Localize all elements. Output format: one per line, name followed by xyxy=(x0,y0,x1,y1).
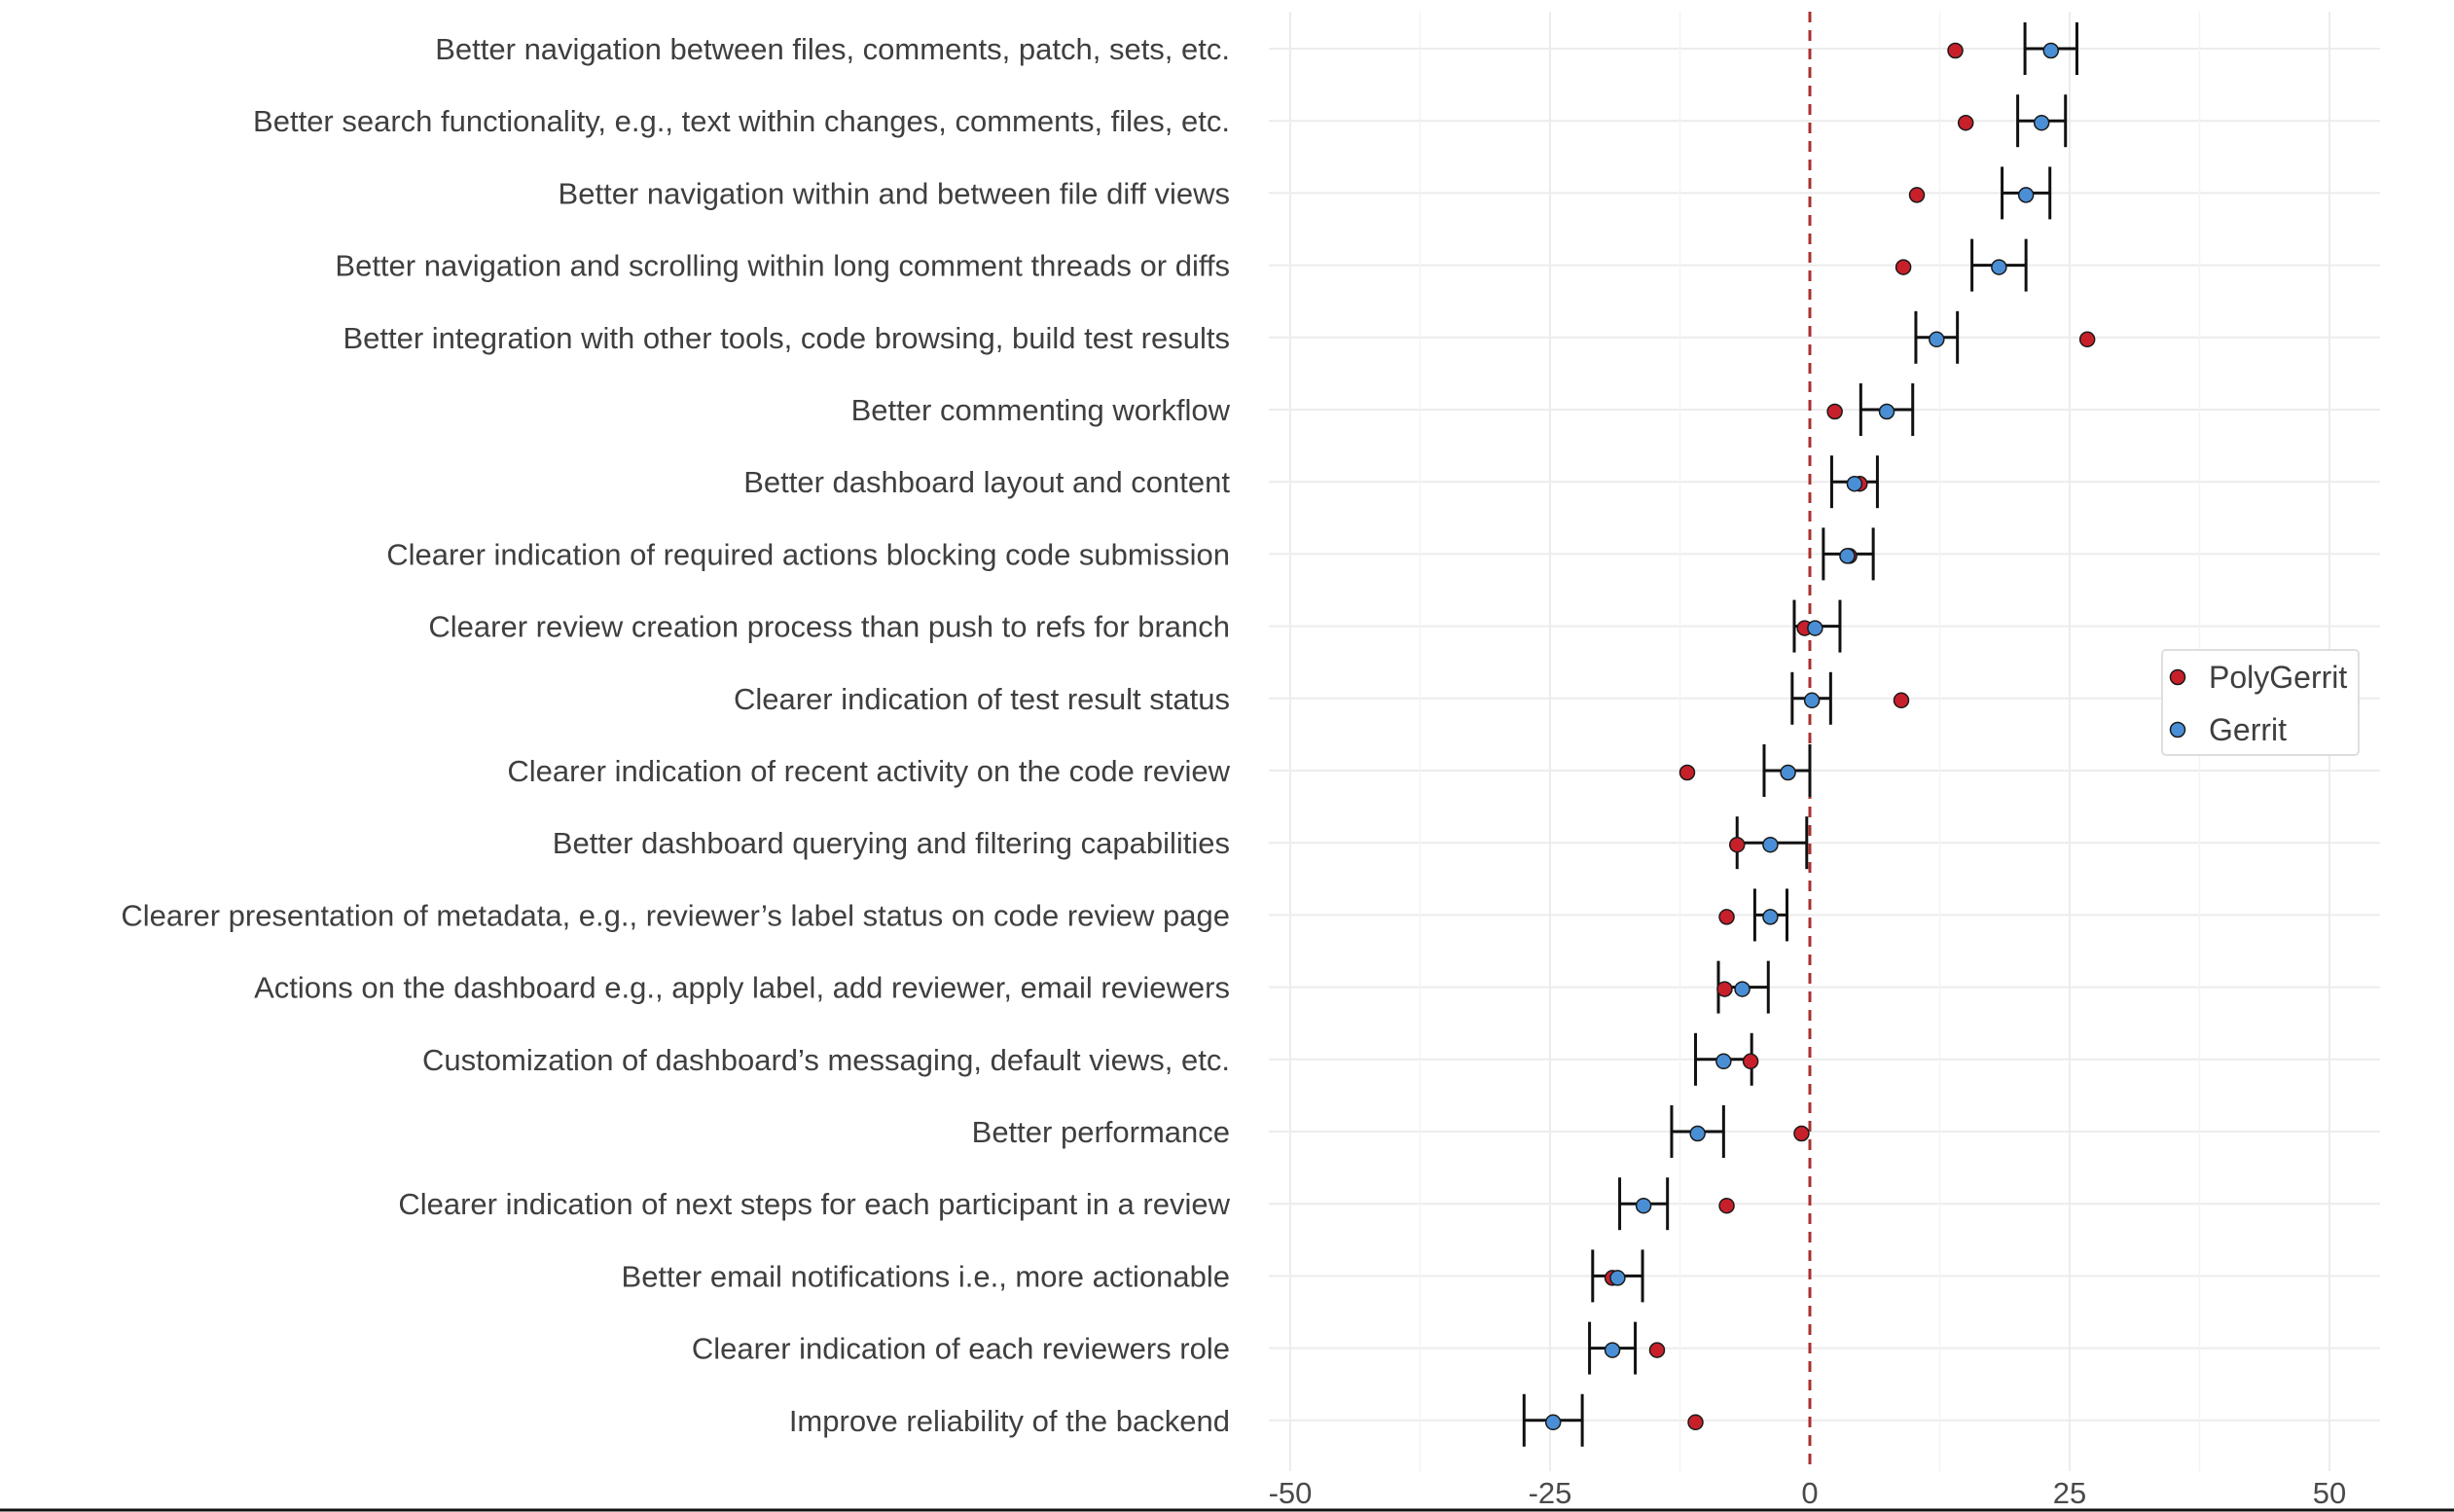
row-label: Clearer indication of next steps for eac… xyxy=(398,1187,1230,1221)
row-label: Better dashboard layout and content xyxy=(743,465,1230,499)
gerrit-point xyxy=(2017,187,2035,203)
gerrit-point xyxy=(1780,764,1796,781)
gerrit-point xyxy=(1929,331,1945,348)
gerrit-point xyxy=(1604,1342,1621,1358)
row-label: Better email notifications i.e., more ac… xyxy=(622,1259,1230,1293)
row-label: Actions on the dashboard e.g., apply lab… xyxy=(254,971,1230,1005)
polygerrit-point xyxy=(1728,836,1746,853)
legend-swatch-polygerrit xyxy=(2169,668,2186,686)
legend: PolyGerrit Gerrit xyxy=(2161,649,2360,756)
error-bar-layer xyxy=(1522,22,2078,1447)
polygerrit-point xyxy=(1826,403,1843,420)
polygerrit-point xyxy=(1742,1053,1759,1070)
x-tick-label: -50 xyxy=(1269,1476,1313,1510)
row-label: Better navigation between files, comment… xyxy=(435,32,1230,66)
x-tick-label: -25 xyxy=(1529,1476,1572,1510)
gerrit-point xyxy=(1807,620,1823,636)
polygerrit-point xyxy=(1947,42,1964,59)
row-label: Better commenting workflow xyxy=(851,393,1231,427)
row-label-layer: Better navigation between files, comment… xyxy=(121,32,1230,1438)
polygerrit-point xyxy=(1718,909,1735,925)
polygerrit-point xyxy=(1716,981,1733,997)
polygerrit-point xyxy=(1648,1342,1666,1358)
grid-layer xyxy=(1269,12,2380,1471)
gerrit-point xyxy=(1544,1414,1562,1431)
polygerrit-point xyxy=(1893,692,1910,709)
polygerrit-point xyxy=(1678,764,1696,781)
gerrit-point xyxy=(1878,403,1895,420)
legend-swatch-gerrit xyxy=(2169,721,2186,738)
row-label: Clearer indication of test result status xyxy=(734,682,1230,716)
gerrit-point xyxy=(1762,909,1779,925)
gerrit-point xyxy=(1734,981,1750,997)
row-label: Better integration with other tools, cod… xyxy=(343,321,1230,355)
polygerrit-point xyxy=(1895,259,1912,275)
row-label: Improve reliability of the backend xyxy=(789,1404,1230,1438)
polygerrit-point xyxy=(2078,331,2096,348)
x-tick-label: 50 xyxy=(2313,1476,2346,1510)
gerrit-point xyxy=(1609,1270,1626,1286)
gerrit-point xyxy=(1635,1197,1652,1214)
x-tick-label: 0 xyxy=(1801,1476,1818,1510)
polygerrit-point xyxy=(1687,1414,1704,1431)
row-label: Better dashboard querying and filtering … xyxy=(553,826,1230,860)
x-tick-label: 25 xyxy=(2053,1476,2086,1510)
gerrit-point xyxy=(1762,836,1779,853)
gerrit-point xyxy=(2042,42,2060,59)
polygerrit-point xyxy=(1718,1197,1735,1214)
polygerrit-point xyxy=(1908,187,1926,203)
row-label: Clearer indication of recent activity on… xyxy=(507,754,1230,788)
gerrit-point xyxy=(1715,1053,1732,1070)
row-label: Better performance xyxy=(972,1115,1230,1149)
point-layer xyxy=(1544,42,2096,1431)
gerrit-point xyxy=(1991,259,2007,275)
row-label: Better navigation and scrolling within l… xyxy=(335,249,1230,283)
row-label: Clearer indication of required actions b… xyxy=(386,537,1230,571)
legend-box xyxy=(2161,649,2360,756)
legend-label-polygerrit: PolyGerrit xyxy=(2209,660,2347,695)
gerrit-point xyxy=(2033,114,2050,131)
legend-label-gerrit: Gerrit xyxy=(2209,712,2287,747)
polygerrit-point xyxy=(1793,1125,1810,1142)
x-axis: -50 -25 0 25 50 xyxy=(0,1476,2454,1512)
row-label: Clearer review creation process than pus… xyxy=(428,610,1230,644)
row-label: Better search functionality, e.g., text … xyxy=(253,104,1230,138)
row-label: Better navigation within and between fil… xyxy=(559,176,1230,210)
gerrit-point xyxy=(1839,548,1856,564)
row-label: Customization of dashboard’s messaging, … xyxy=(422,1043,1230,1077)
row-label: Clearer presentation of metadata, e.g., … xyxy=(121,898,1230,932)
gerrit-point xyxy=(1846,475,1863,492)
gerrit-point xyxy=(1689,1125,1706,1142)
gerrit-point xyxy=(1803,692,1821,709)
polygerrit-point xyxy=(1957,114,1974,131)
row-label: Clearer indication of each reviewers rol… xyxy=(692,1332,1230,1366)
